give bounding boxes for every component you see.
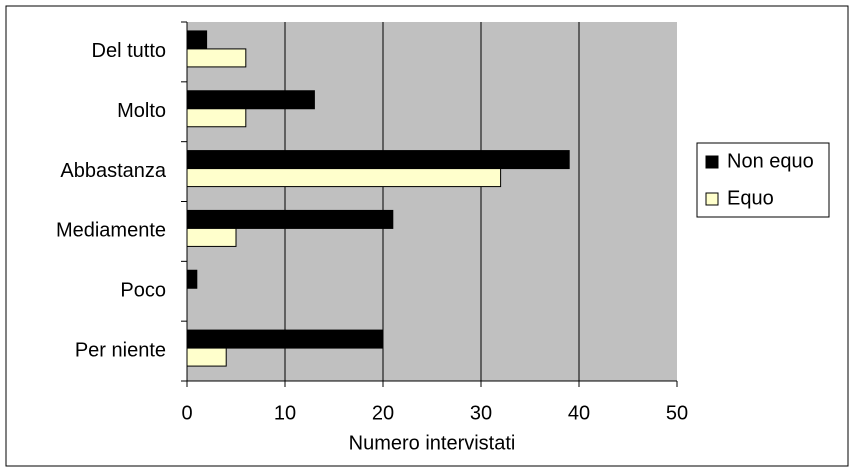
x-tick-label: 50 [666, 402, 688, 424]
legend-swatch [705, 155, 719, 169]
x-axis-label: Numero intervistati [349, 432, 516, 454]
y-tick-label: Per niente [75, 339, 166, 361]
y-tick-label: Abbastanza [60, 160, 167, 182]
bar [186, 168, 502, 188]
bar [186, 48, 247, 68]
legend-label: Equo [727, 187, 774, 209]
bar [186, 90, 315, 110]
legend-box [696, 142, 830, 218]
bar [186, 269, 198, 289]
bar [186, 30, 208, 50]
bar [186, 347, 227, 367]
bar [186, 209, 394, 229]
legend-swatch [705, 192, 719, 206]
bar [186, 108, 247, 128]
y-tick-label: Molto [117, 100, 166, 122]
plot-area [187, 22, 677, 381]
x-tick-label: 0 [181, 402, 192, 424]
x-tick-label: 20 [372, 402, 394, 424]
bar [186, 150, 570, 170]
bar [186, 329, 384, 349]
x-tick-label: 10 [274, 402, 296, 424]
bar [186, 227, 237, 247]
x-tick-label: 30 [470, 402, 492, 424]
y-tick-label: Poco [120, 280, 166, 302]
legend-label: Non equo [727, 150, 814, 172]
y-tick-label: Mediamente [56, 220, 166, 242]
y-tick-label: Del tutto [92, 40, 166, 62]
x-tick-label: 40 [568, 402, 590, 424]
